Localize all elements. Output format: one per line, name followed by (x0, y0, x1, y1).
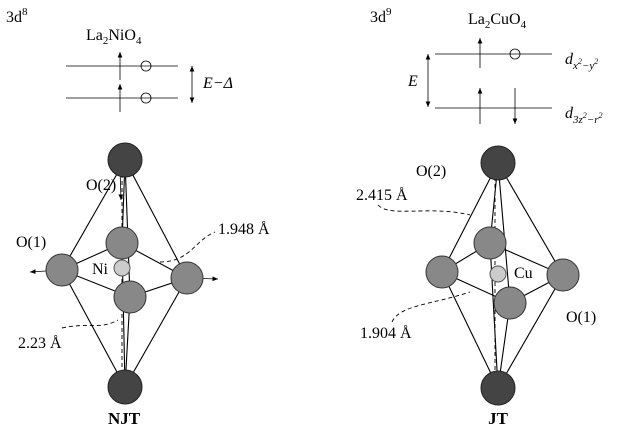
gap-label: E−Δ (202, 75, 233, 92)
center-label: Ni (92, 261, 109, 278)
planar-label: O(1) (16, 234, 46, 251)
planar-label: O(1) (566, 309, 596, 326)
config: 3d8 (6, 6, 28, 26)
left-octahedron: O(2) O(1) Ni 1.948 Å 2.23 Å NJT (16, 142, 270, 428)
distance-label: 2.23 Å (18, 334, 62, 352)
orbital-label: dx2−y2 (565, 51, 598, 72)
config: 3d9 (370, 6, 392, 26)
distance-label: 1.904 Å (360, 324, 412, 342)
distance-label: 1.948 Å (218, 220, 270, 238)
distance-label: 2.415 Å (356, 186, 408, 204)
orbital-label: d3z2−r2 (565, 105, 603, 126)
gap-label: E (407, 73, 418, 90)
right-levels: 3d9 La2CuO4 E dx2−y2 d3z2−r2 (370, 6, 603, 126)
structure-label: JT (488, 409, 509, 428)
center-label: Cu (514, 265, 533, 282)
apical-label: O(2) (416, 163, 446, 180)
right-octahedron: O(2) 2.415 Å Cu O(1) 1.904 Å JT (356, 145, 596, 428)
compound: La2NiO4 (86, 27, 142, 47)
structure-label: NJT (108, 409, 141, 428)
apical-label: O(2) (86, 177, 116, 194)
compound: La2CuO4 (468, 11, 527, 31)
left-levels: 3d8 La2NiO4 E−Δ (6, 6, 233, 112)
